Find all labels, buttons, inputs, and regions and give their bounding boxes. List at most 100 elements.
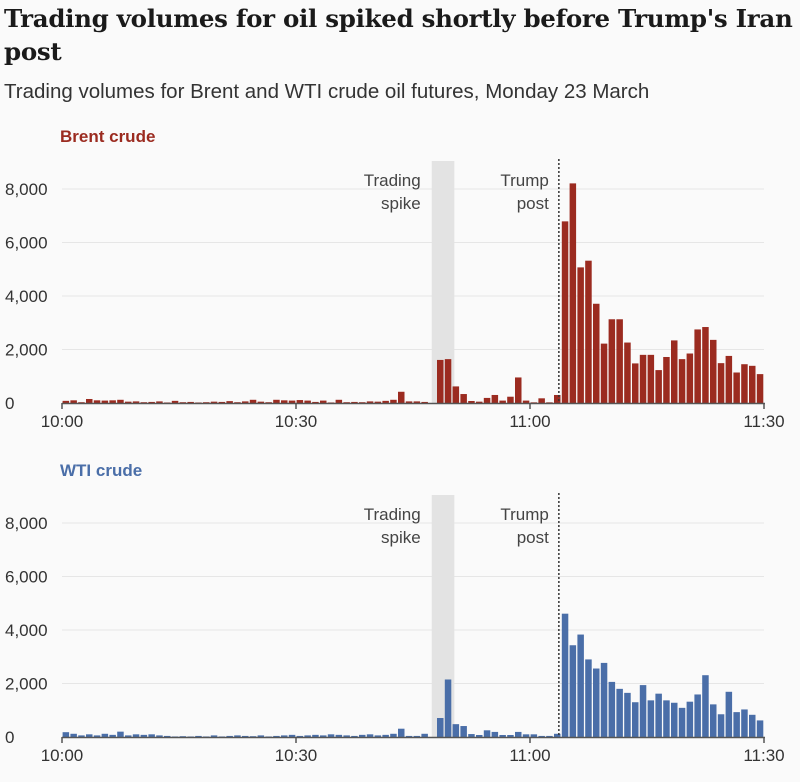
y-tick-label: 6,000 bbox=[5, 234, 48, 253]
bar bbox=[515, 731, 522, 737]
bar bbox=[179, 402, 187, 403]
bar bbox=[327, 402, 335, 403]
y-tick-label: 2,000 bbox=[5, 675, 48, 694]
bar bbox=[569, 645, 577, 737]
bar bbox=[546, 735, 553, 737]
bar bbox=[444, 679, 452, 737]
bar bbox=[569, 183, 577, 403]
bar bbox=[210, 401, 218, 403]
chart-title: Trading volumes for oil spiked shortly b… bbox=[4, 4, 793, 66]
bar bbox=[515, 377, 522, 403]
bar bbox=[218, 736, 226, 737]
bar bbox=[452, 724, 460, 737]
bar bbox=[585, 659, 592, 737]
bar bbox=[632, 702, 639, 737]
bar bbox=[140, 734, 148, 737]
bar bbox=[164, 735, 171, 737]
bar bbox=[343, 735, 350, 737]
bar bbox=[187, 401, 194, 403]
bar bbox=[476, 734, 483, 737]
bar bbox=[483, 397, 491, 403]
bar bbox=[437, 359, 444, 403]
bar bbox=[62, 732, 70, 737]
bar bbox=[390, 399, 397, 403]
bar bbox=[663, 700, 670, 737]
bar bbox=[577, 634, 584, 737]
bar bbox=[593, 303, 600, 403]
bar bbox=[639, 685, 647, 737]
bar bbox=[304, 400, 311, 403]
bar bbox=[710, 339, 717, 403]
bar bbox=[171, 736, 179, 737]
bar bbox=[554, 394, 561, 403]
bar bbox=[561, 613, 569, 737]
bar bbox=[62, 400, 70, 403]
bar bbox=[686, 701, 694, 737]
y-tick-label: 8,000 bbox=[5, 514, 48, 533]
bar bbox=[468, 734, 475, 737]
bar bbox=[296, 735, 304, 737]
trump-post-label: Trump bbox=[500, 505, 549, 524]
bar bbox=[694, 694, 701, 737]
bar bbox=[522, 400, 530, 403]
bar bbox=[140, 402, 148, 403]
bar bbox=[678, 707, 686, 737]
bar bbox=[733, 712, 740, 737]
bar bbox=[600, 343, 608, 403]
bar bbox=[218, 401, 226, 403]
bar bbox=[413, 735, 421, 737]
bar bbox=[86, 734, 93, 737]
bar bbox=[86, 398, 93, 403]
bar bbox=[749, 365, 756, 403]
bar bbox=[530, 734, 538, 737]
bar bbox=[288, 734, 296, 737]
bar bbox=[148, 734, 155, 737]
bar bbox=[351, 735, 358, 737]
bar bbox=[616, 688, 623, 737]
bar bbox=[460, 726, 467, 737]
bar bbox=[374, 735, 382, 737]
bar bbox=[398, 391, 405, 403]
bar bbox=[78, 402, 85, 403]
bar bbox=[491, 731, 499, 737]
bar bbox=[749, 714, 756, 737]
bar bbox=[203, 736, 210, 737]
bar bbox=[468, 400, 475, 403]
bar bbox=[546, 402, 553, 403]
x-tick-label: 11:30 bbox=[743, 746, 784, 765]
trading-spike-label: Trading bbox=[364, 505, 421, 524]
bar bbox=[647, 354, 655, 403]
x-tick-label: 11:30 bbox=[743, 412, 784, 431]
bar bbox=[234, 402, 241, 403]
bar bbox=[125, 735, 132, 737]
bar bbox=[382, 734, 389, 737]
bar bbox=[93, 735, 101, 737]
bar bbox=[639, 354, 647, 403]
trading-spike-label: Trading bbox=[364, 171, 421, 190]
bar bbox=[320, 735, 327, 737]
series-label: Brent crude bbox=[60, 127, 155, 146]
bar bbox=[156, 735, 163, 737]
bar bbox=[171, 400, 179, 403]
bar bbox=[694, 329, 701, 403]
bar bbox=[366, 734, 374, 737]
bar bbox=[655, 370, 662, 403]
bar bbox=[476, 401, 483, 403]
bar bbox=[109, 734, 116, 737]
bar bbox=[335, 399, 343, 403]
y-tick-label: 0 bbox=[5, 394, 14, 413]
bar bbox=[561, 221, 569, 403]
bar bbox=[507, 734, 514, 737]
trading-spike-shade bbox=[431, 495, 455, 737]
bar bbox=[132, 401, 140, 403]
bar bbox=[710, 704, 717, 737]
y-tick-label: 6,000 bbox=[5, 568, 48, 587]
y-tick-label: 0 bbox=[5, 728, 14, 747]
bar bbox=[164, 402, 171, 403]
bar bbox=[702, 675, 709, 737]
bar bbox=[608, 319, 616, 403]
bar bbox=[117, 731, 124, 737]
bar bbox=[577, 267, 584, 403]
bar bbox=[671, 702, 678, 737]
y-tick-label: 4,000 bbox=[5, 621, 48, 640]
